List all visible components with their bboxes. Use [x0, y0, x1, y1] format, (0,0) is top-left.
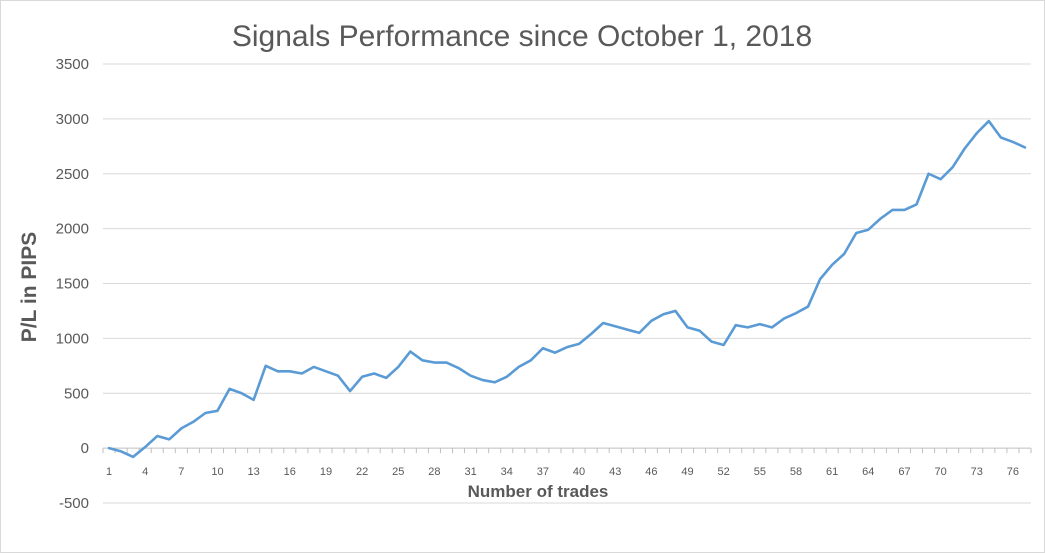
x-tick-label: 22 — [356, 466, 368, 478]
x-tick-label: 4 — [142, 466, 148, 478]
y-tick-label: 0 — [81, 440, 89, 457]
x-tick-label: 58 — [790, 466, 802, 478]
x-tick-label: 16 — [284, 466, 296, 478]
y-tick-label: 3500 — [56, 56, 89, 73]
x-tick-label: 61 — [826, 466, 838, 478]
x-tick-label: 55 — [754, 466, 766, 478]
x-tick-label: 25 — [392, 466, 404, 478]
x-tick-label: 31 — [464, 466, 476, 478]
x-tick-label: 76 — [1007, 466, 1019, 478]
y-tick-label: 1500 — [56, 276, 89, 293]
x-tick-label: 73 — [971, 466, 983, 478]
y-tick-label: 1000 — [56, 330, 89, 347]
y-tick-label: 500 — [64, 385, 89, 402]
y-tick-label: 2500 — [56, 166, 89, 183]
series-layer — [107, 119, 1027, 459]
x-tick-label: 19 — [320, 466, 332, 478]
series-line-1 — [107, 119, 1027, 459]
y-tick-label: 2000 — [56, 221, 89, 238]
x-tick-label: 34 — [501, 466, 513, 478]
x-tick-label: 70 — [934, 466, 946, 478]
x-tick-label: 67 — [898, 466, 910, 478]
chart-title: Signals Performance since October 1, 201… — [232, 20, 812, 53]
x-tick-label: 46 — [645, 466, 657, 478]
x-axis-title: Number of trades — [468, 482, 609, 501]
x-tick-label: 52 — [718, 466, 730, 478]
x-tick-label: 1 — [106, 466, 112, 478]
x-tick-label: 49 — [681, 466, 693, 478]
x-axis-tick-labels: 1 4 7 10 13 16 19 22 25 28 31 34 37 40 43 46 49 52 55 58 61 6… — [106, 466, 1019, 478]
x-tick-label: 10 — [211, 466, 223, 478]
y-tick-label: 3000 — [56, 111, 89, 128]
x-tick-label: 64 — [862, 466, 874, 478]
x-tick-label: 7 — [178, 466, 184, 478]
gridlines — [102, 63, 1032, 504]
y-axis-title: P/L in PIPS — [18, 232, 41, 342]
x-tick-label: 40 — [573, 466, 585, 478]
y-tick-label: -500 — [59, 495, 89, 512]
x-tick-label: 28 — [428, 466, 440, 478]
x-tick-label: 13 — [248, 466, 260, 478]
y-axis-tick-labels: -500 0 500 1000 1500 2000 2500 3000 3500 — [56, 56, 89, 512]
x-tick-label: 43 — [609, 466, 621, 478]
x-tick-label: 37 — [537, 466, 549, 478]
